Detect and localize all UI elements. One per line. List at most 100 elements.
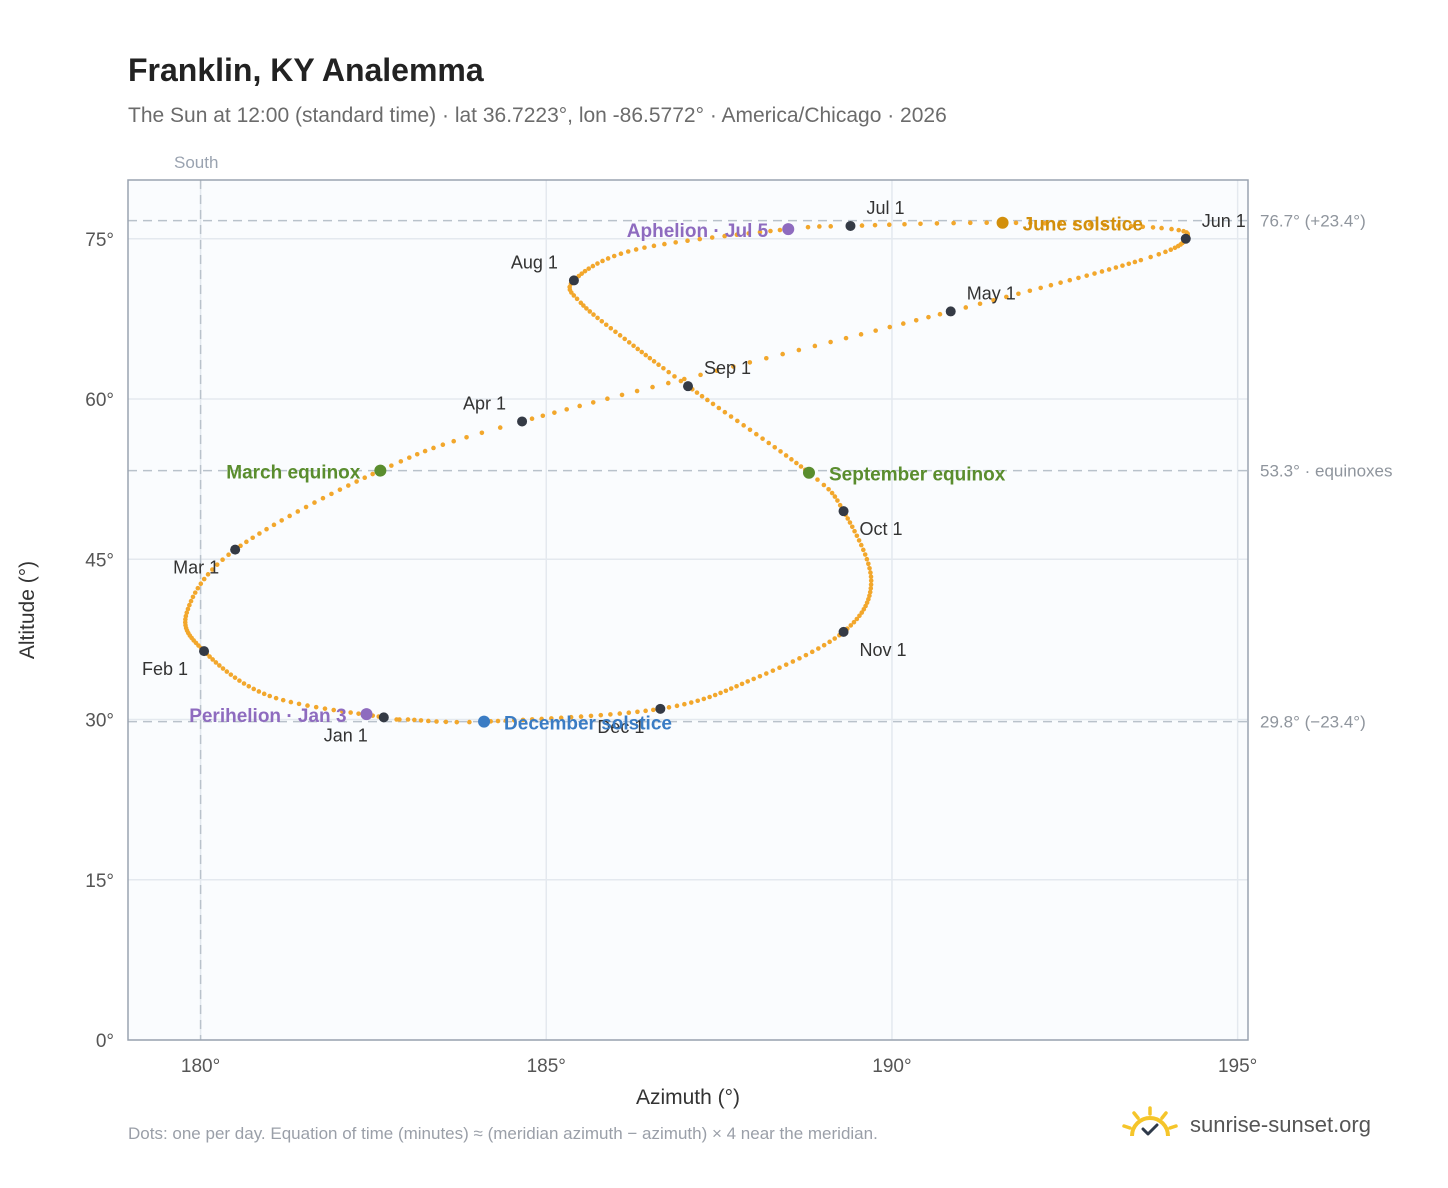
day-dot (217, 663, 222, 668)
day-dot (582, 268, 588, 274)
day-dot (731, 364, 736, 369)
day-dot (331, 707, 337, 713)
day-dot (631, 343, 636, 349)
day-dot (346, 483, 351, 488)
day-dot (859, 223, 865, 228)
day-dot (205, 572, 211, 577)
day-dot (1092, 271, 1097, 276)
day-dot (626, 340, 632, 345)
plot-background (128, 180, 1248, 1040)
day-dot (295, 509, 301, 514)
day-dot (595, 315, 600, 321)
brand-name: sunrise-sunset.org (1190, 1112, 1371, 1137)
day-dot (440, 442, 446, 448)
day-dot (611, 253, 617, 259)
day-dot (1004, 294, 1009, 300)
day-dot (568, 714, 574, 720)
month-marker (683, 381, 693, 392)
day-dot (605, 396, 610, 402)
day-dot (701, 696, 707, 702)
day-dot (187, 602, 192, 608)
day-dot (821, 482, 827, 488)
day-dot (722, 233, 727, 239)
day-dot (682, 376, 687, 382)
day-dot (862, 552, 868, 557)
day-dot (728, 686, 734, 691)
day-dot (426, 718, 431, 724)
day-dot (991, 297, 996, 303)
day-dot (591, 312, 596, 317)
month-marker (655, 703, 666, 714)
day-dot (735, 418, 740, 424)
day-dot (226, 552, 231, 557)
day-dot (809, 649, 815, 655)
y-tick-label: 0° (96, 1031, 114, 1052)
day-dot (672, 374, 677, 379)
day-dot (832, 636, 838, 641)
day-dot (184, 610, 190, 615)
footnote: Dots: one per day. Equation of time (min… (128, 1124, 878, 1143)
day-dot (214, 562, 220, 567)
day-dot (635, 346, 641, 352)
day-dot (412, 717, 417, 723)
day-dot (622, 336, 628, 342)
day-dot (674, 703, 680, 709)
day-dot (1038, 285, 1043, 291)
day-dot (695, 698, 701, 704)
month-marker (1180, 233, 1191, 244)
day-dot (1126, 261, 1132, 267)
day-dot (1156, 251, 1162, 257)
y-tick-label: 75° (85, 230, 114, 251)
day-dot (587, 309, 593, 314)
day-dot (296, 701, 302, 707)
day-dot (643, 352, 649, 358)
brand[interactable]: sunrise-sunset.org (1120, 1100, 1400, 1150)
day-dot (635, 709, 640, 715)
day-dot (662, 241, 667, 247)
month-label: Oct 1 (860, 519, 903, 539)
day-dot (1181, 228, 1186, 234)
day-dot (757, 673, 763, 679)
day-dot (188, 598, 194, 604)
day-dot (1132, 259, 1138, 265)
day-dot (540, 413, 546, 419)
day-dot (866, 561, 871, 567)
day-dot (224, 669, 230, 674)
day-dot (851, 619, 857, 625)
day-dot (777, 665, 782, 671)
event-marker (996, 216, 1009, 229)
day-dot (1163, 249, 1168, 255)
day-dot (511, 718, 517, 723)
day-dot (257, 531, 262, 536)
day-dot (1072, 221, 1078, 227)
day-dot (1150, 225, 1156, 230)
day-dot (770, 668, 776, 673)
day-dot (1013, 220, 1019, 226)
day-dot (694, 390, 700, 395)
day-dot (783, 662, 789, 667)
month-marker (568, 275, 579, 286)
day-dot (434, 719, 439, 724)
day-dot (827, 639, 832, 645)
day-dot (312, 500, 317, 505)
day-dot (1102, 222, 1107, 228)
y-tick-label: 15° (85, 871, 114, 892)
day-dot (1067, 277, 1073, 283)
day-dot (926, 314, 931, 320)
day-dot (337, 487, 343, 492)
day-dot (848, 623, 854, 628)
day-dot (984, 220, 989, 226)
day-dot (564, 407, 569, 412)
event-markers: March equinox September equinox June solst… (189, 215, 1143, 735)
day-dot (305, 703, 310, 708)
day-dot (858, 542, 864, 548)
event-label: March equinox (226, 463, 361, 484)
day-dot (734, 683, 739, 689)
day-dot (780, 351, 785, 357)
day-dot (405, 717, 411, 722)
day-dot (716, 405, 722, 411)
day-dot (280, 697, 286, 703)
day-dot (764, 355, 769, 361)
day-dot (251, 686, 257, 692)
axis-ticks: 180° 185° 190° 195° 0° 15° 30° 45° 60° 75° (85, 230, 1257, 1077)
